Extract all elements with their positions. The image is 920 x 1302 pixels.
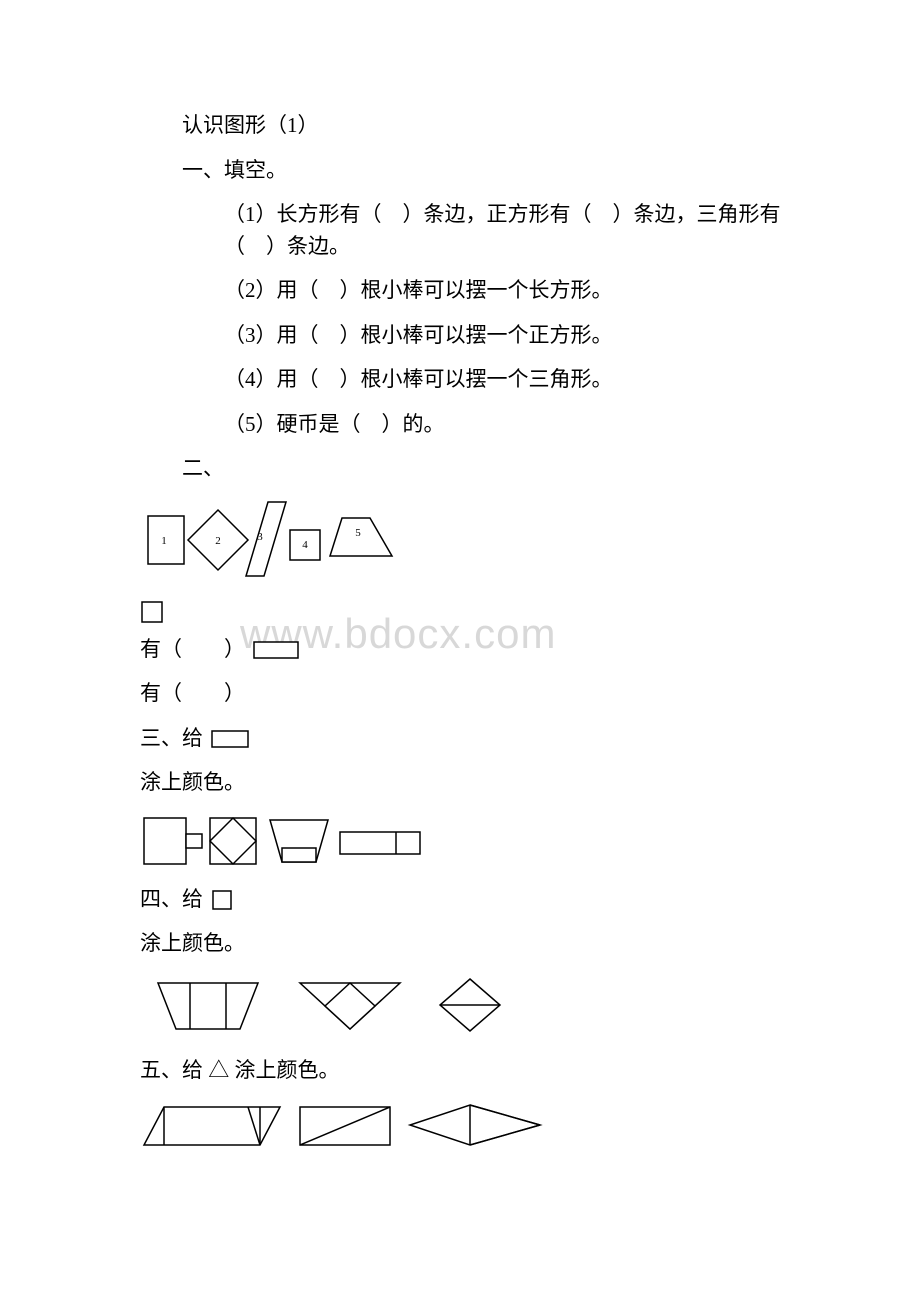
page-title: 认识图形（1） — [140, 110, 790, 142]
document-content: 认识图形（1） 一、填空。 （1）长方形有（ ）条边，正方形有（ ）条边，三角形… — [140, 110, 790, 1155]
section4-action: 涂上颜色。 — [140, 928, 790, 960]
section1-heading: 一、填空。 — [140, 155, 790, 187]
has-text-1: 有（ ） — [140, 637, 245, 661]
section5-shapes-icon — [140, 1099, 560, 1155]
section3-prefix: 三、给 — [140, 726, 203, 750]
square-icon — [210, 888, 236, 914]
section3-action: 涂上颜色。 — [140, 767, 790, 799]
section2-line1: 有（ ） — [140, 634, 790, 666]
section2-heading: 二、 — [140, 453, 790, 485]
q3: （3）用（ ）根小棒可以摆一个正方形。 — [140, 320, 790, 352]
q1: （1）长方形有（ ）条边，正方形有（ ）条边，三角形有（ ）条边。 — [140, 199, 790, 262]
section4-shapes — [140, 973, 790, 1043]
section3-shapes-icon — [140, 812, 470, 872]
small-square-icon — [140, 600, 166, 626]
section2-small-square — [140, 600, 790, 626]
shapes-five-icon: 1 2 3 4 5 — [140, 498, 400, 588]
section4-heading: 四、给 — [140, 884, 790, 916]
q2: （2）用（ ）根小棒可以摆一个长方形。 — [140, 275, 790, 307]
section3-shapes — [140, 812, 790, 872]
svg-text:1: 1 — [161, 535, 167, 547]
section4-prefix: 四、给 — [140, 887, 203, 911]
has-text-2: 有（ ） — [140, 681, 245, 705]
rect-icon — [210, 729, 252, 751]
svg-text:5: 5 — [355, 527, 361, 539]
svg-text:2: 2 — [215, 535, 221, 547]
rect-inline-icon — [252, 640, 302, 662]
section5-heading: 五、给 △ 涂上颜色。 — [140, 1055, 790, 1087]
section3-heading: 三、给 — [140, 723, 790, 755]
svg-text:4: 4 — [302, 539, 308, 551]
section2-shapes: 1 2 3 4 5 — [140, 498, 790, 588]
svg-text:3: 3 — [257, 531, 263, 543]
q4: （4）用（ ）根小棒可以摆一个三角形。 — [140, 364, 790, 396]
section4-shapes-icon — [140, 973, 540, 1043]
section2-line2: 有（ ） — [140, 678, 790, 710]
section5-shapes — [140, 1099, 790, 1155]
q5: （5）硬币是（ ）的。 — [140, 409, 790, 441]
